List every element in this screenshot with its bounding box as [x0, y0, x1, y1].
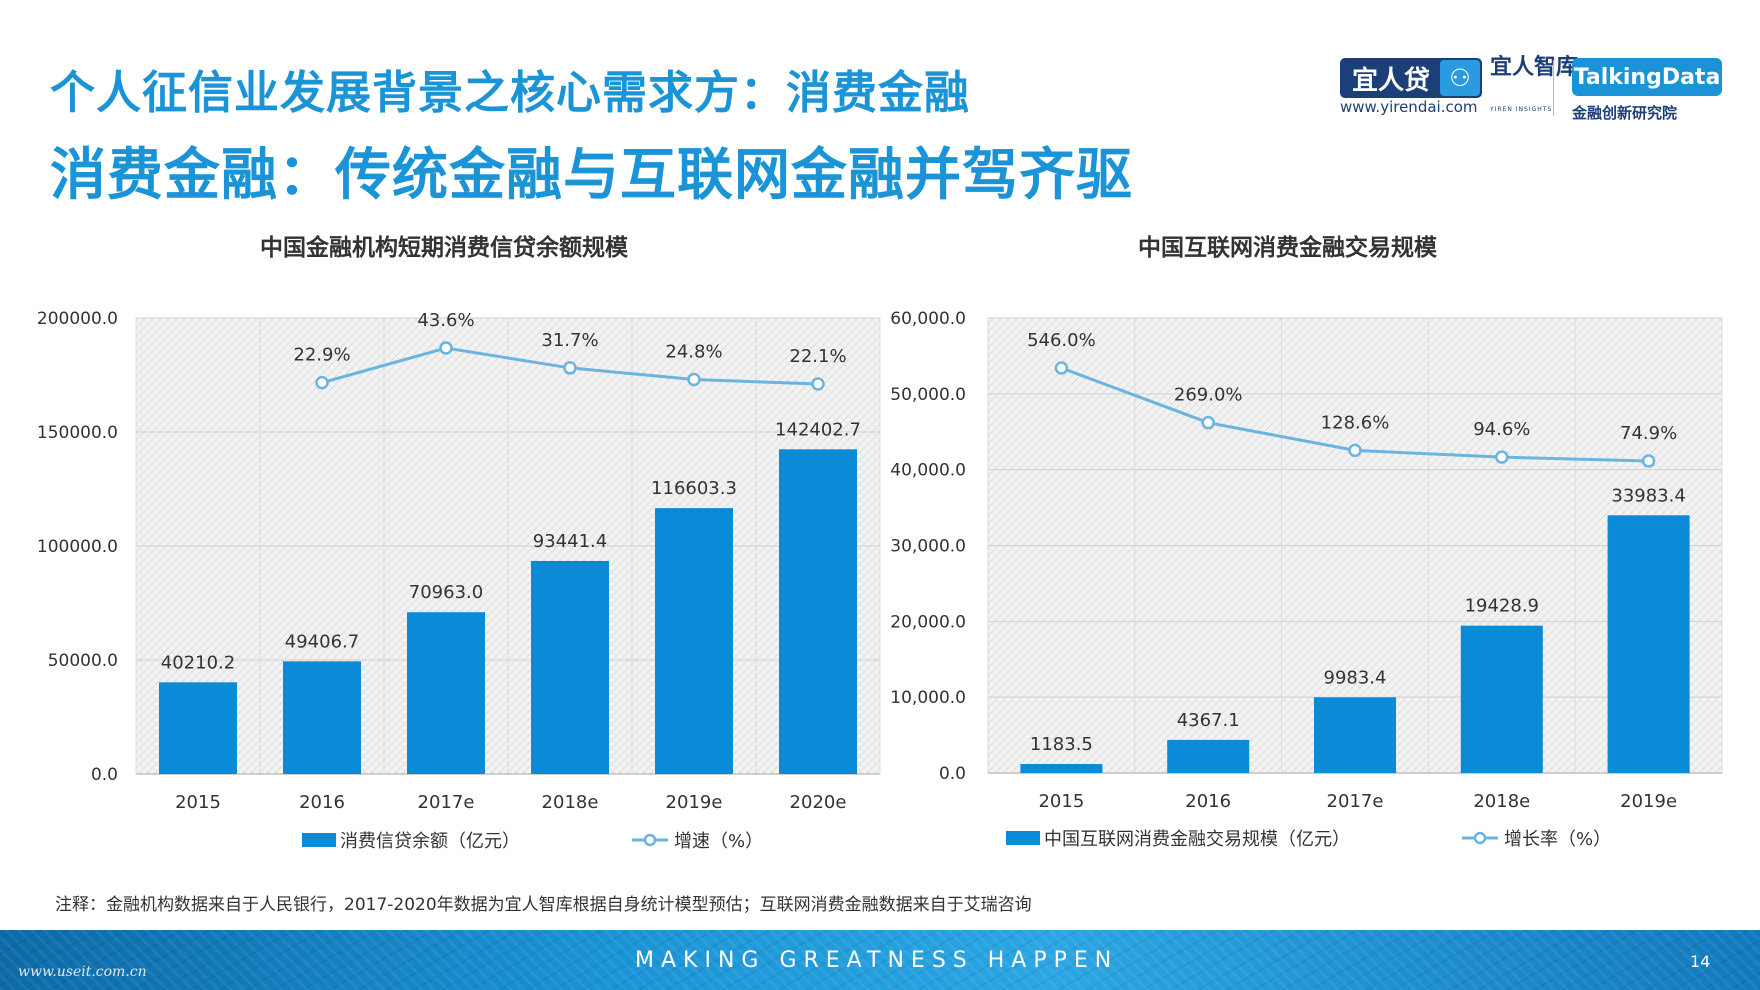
x-tick-label: 2017e	[1327, 791, 1384, 812]
x-tick-label: 2015	[175, 792, 221, 813]
line-value-label: 74.9%	[1620, 423, 1677, 444]
y-tick-label: 0.0	[939, 764, 966, 784]
bar-value-label: 40210.2	[161, 652, 235, 673]
x-tick-label: 2020e	[790, 792, 847, 813]
yiren-insights-subtitle: YIREN INSIGHTS	[1490, 106, 1553, 113]
footer-watermark: www.useit.com.cn	[18, 964, 147, 980]
bar	[407, 612, 485, 774]
legend-bar-label: 消费信贷余额（亿元）	[340, 831, 520, 852]
x-tick-label: 2017e	[418, 792, 475, 813]
talkingdata-logo: TalkingData	[1572, 58, 1722, 96]
yirendai-url: www.yirendai.com	[1340, 98, 1478, 116]
line-point	[1495, 450, 1509, 464]
bar-value-label: 19428.9	[1465, 596, 1539, 617]
people-icon: ⚇	[1440, 60, 1480, 96]
line-value-label: 546.0%	[1027, 330, 1096, 351]
bar-value-label: 49406.7	[285, 631, 359, 652]
line-point	[687, 372, 701, 387]
x-tick-label: 2019e	[666, 792, 723, 813]
line-point	[1348, 443, 1362, 458]
line-value-label: 43.6%	[417, 310, 474, 331]
bar-value-label: 1183.5	[1030, 734, 1093, 755]
x-tick-label: 2019e	[1620, 791, 1677, 812]
y-tick-label: 50000.0	[48, 651, 118, 671]
bar-value-label: 93441.4	[533, 531, 607, 552]
line-point	[439, 341, 453, 355]
y-tick-label: 50,000.0	[890, 385, 966, 405]
footer-texture	[0, 930, 1760, 990]
line-point	[1641, 454, 1656, 468]
x-tick-label: 2018e	[1473, 791, 1530, 812]
legend-line-label: 增长率（%）	[1504, 829, 1611, 850]
footer-slogan: MAKING GREATNESS HAPPEN	[635, 948, 1119, 973]
logo-divider	[1553, 60, 1554, 116]
legend-bar-swatch	[302, 833, 336, 847]
line-point	[1054, 361, 1069, 375]
bar	[283, 661, 361, 774]
legend-line-marker	[1473, 831, 1487, 845]
x-tick-label: 2015	[1038, 791, 1084, 812]
page-title-line2: 消费金融：传统金融与互联网金融并驾齐驱	[50, 143, 1133, 208]
line-value-label: 128.6%	[1321, 412, 1390, 433]
y-tick-label: 0.0	[91, 765, 118, 785]
legend-bar-swatch	[1006, 831, 1040, 845]
legend-bar-label: 中国互联网消费金融交易规模（亿元）	[1044, 829, 1350, 850]
bar-value-label: 116603.3	[651, 478, 737, 499]
footnote: 注释：金融机构数据来自于人民银行，2017-2020年数据为宜人智库根据自身统计…	[55, 895, 1032, 915]
line-value-label: 31.7%	[541, 330, 598, 351]
line-value-label: 269.0%	[1174, 385, 1243, 406]
y-tick-label: 40,000.0	[890, 461, 966, 481]
charts-canvas: 0.0 50000.0 100000.0 150000.0 200000.0 40210.…	[37, 309, 1723, 852]
chart2-plot: 0.0 10,000.0 20,000.0 30,000.0 40,000.0 50,00…	[890, 309, 1723, 850]
bar	[1314, 697, 1396, 773]
chart2-title: 中国互联网消费金融交易规模	[1138, 235, 1437, 261]
page-title-line1: 个人征信业发展背景之核心需求方：消费金融	[50, 66, 971, 119]
line-point	[563, 361, 577, 375]
bar	[1167, 739, 1250, 773]
bar	[531, 560, 609, 774]
line-value-label: 24.8%	[665, 341, 722, 362]
bar-value-label: 70963.0	[409, 582, 483, 603]
y-tick-label: 100000.0	[37, 537, 118, 557]
legend-line-label: 增速（%）	[674, 831, 763, 852]
bar	[1460, 625, 1543, 773]
bar-value-label: 142402.7	[775, 419, 861, 440]
talkingdata-subtitle: 金融创新研究院	[1572, 104, 1678, 122]
x-tick-label: 2016	[1185, 791, 1231, 812]
bar	[1607, 515, 1690, 773]
bar-value-label: 33983.4	[1611, 485, 1685, 506]
line-value-label: 94.6%	[1473, 419, 1530, 440]
line-point	[315, 375, 329, 390]
yirendai-logo-text: 宜人贷	[1351, 65, 1430, 96]
bar	[655, 508, 733, 774]
bar-value-label: 9983.4	[1324, 667, 1387, 688]
y-tick-label: 150000.0	[37, 423, 118, 443]
x-tick-label: 2018e	[542, 792, 599, 813]
bar	[159, 682, 237, 774]
y-tick-label: 30,000.0	[890, 537, 966, 557]
line-value-label: 22.1%	[789, 346, 846, 367]
line-point	[1201, 415, 1215, 430]
chart1-title: 中国金融机构短期消费信贷余额规模	[260, 235, 628, 261]
footer-banner: www.useit.com.cn MAKING GREATNESS HAPPEN…	[0, 930, 1760, 990]
page-number: 14	[1690, 952, 1711, 971]
chart1-plot: 0.0 50000.0 100000.0 150000.0 200000.0 40210.…	[37, 309, 881, 852]
bar	[1020, 764, 1103, 773]
y-tick-label: 200000.0	[37, 309, 118, 329]
y-tick-label: 60,000.0	[890, 309, 966, 329]
y-tick-label: 20,000.0	[890, 612, 966, 632]
x-tick-label: 2016	[299, 792, 345, 813]
y-tick-label: 10,000.0	[890, 688, 966, 708]
bar-value-label: 4367.1	[1177, 710, 1240, 731]
line-value-label: 22.9%	[293, 345, 350, 366]
bar	[779, 449, 857, 774]
line-point	[811, 377, 825, 391]
legend-line-marker	[643, 833, 657, 847]
